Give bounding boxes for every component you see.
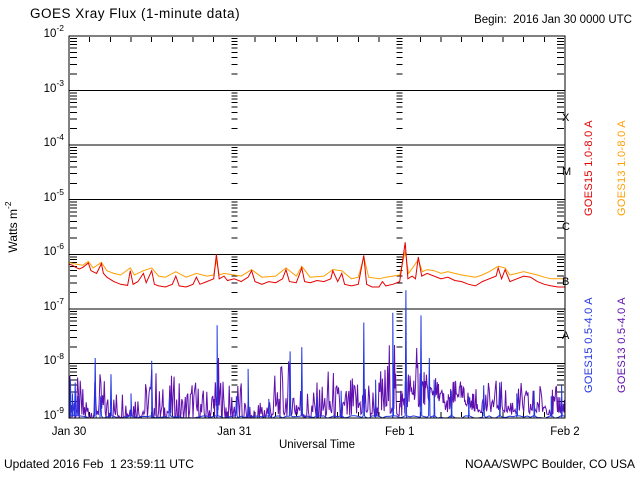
y-tick-label: 10-8 — [43, 350, 64, 368]
y-tick-label: 10-5 — [43, 186, 64, 204]
class-band-label-c: C — [562, 221, 570, 233]
class-band-label-x: X — [562, 111, 570, 124]
x-tick-label: Feb 1 — [384, 426, 415, 438]
y-tick-label: 10-6 — [43, 241, 64, 259]
x-axis-title: Universal Time — [278, 439, 356, 451]
class-band-label-b: B — [562, 275, 570, 288]
legend-goes13-short: GOES13 0.5-4.0 A — [616, 297, 628, 393]
y-tick-label: 10-3 — [43, 77, 64, 95]
legend-goes15-long: GOES15 1.0-8.0 A — [583, 120, 595, 216]
class-band-label-a: A — [562, 330, 570, 343]
y-tick-label: 10-9 — [43, 405, 64, 422]
updated-label: Updated 2016 Feb 1 23:59:11 UTC — [4, 457, 194, 471]
legend-goes13-long: GOES13 1.0-8.0 A — [616, 120, 628, 216]
x-tick-label: Feb 2 — [550, 426, 580, 438]
x-tick-label: Jan 30 — [51, 426, 87, 438]
class-band-label-m: M — [562, 166, 572, 179]
begin-label: Begin: 2016 Jan 30 0000 UTC — [474, 14, 632, 26]
y-tick-label: 10-7 — [43, 296, 64, 313]
chart-title: GOES Xray Flux (1-minute data) — [30, 6, 241, 21]
y-tick-label: 10-4 — [43, 132, 64, 150]
legend-goes15-short: GOES15 0.5-4.0 A — [583, 297, 595, 393]
y-tick-label: 10-2 — [43, 23, 64, 40]
source-label: NOAA/SWPC Boulder, CO USA — [464, 457, 635, 471]
x-tick-label: Jan 31 — [217, 426, 252, 438]
